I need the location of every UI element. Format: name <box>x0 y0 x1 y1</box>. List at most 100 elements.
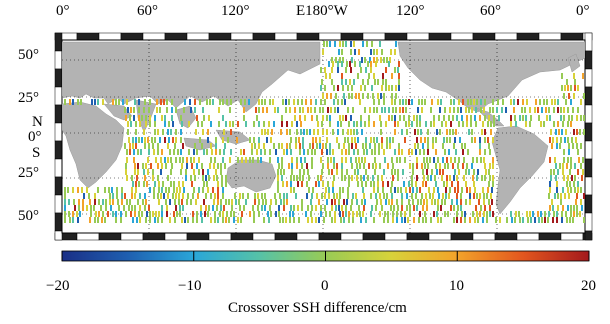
crossover-point <box>254 143 256 149</box>
crossover-point <box>543 121 545 127</box>
crossover-point <box>546 99 548 105</box>
crossover-point <box>321 149 323 155</box>
crossover-point <box>154 181 156 187</box>
crossover-point <box>385 79 387 85</box>
crossover-point <box>143 107 145 113</box>
crossover-point <box>451 199 453 205</box>
crossover-point <box>392 211 394 217</box>
crossover-point <box>329 143 331 149</box>
crossover-point <box>422 143 424 149</box>
crossover-point <box>222 157 224 163</box>
crossover-point <box>554 157 556 163</box>
crossover-point <box>436 129 438 135</box>
crossover-point <box>164 115 166 121</box>
crossover-point <box>97 99 99 105</box>
crossover-point <box>311 115 313 121</box>
crossover-point <box>517 99 519 105</box>
crossover-point <box>556 187 558 193</box>
crossover-point <box>238 199 240 205</box>
crossover-point <box>148 107 150 113</box>
crossover-point <box>408 121 410 127</box>
crossover-point <box>384 157 386 163</box>
crossover-point <box>558 129 560 135</box>
crossover-point <box>389 143 391 149</box>
crossover-point <box>166 107 168 113</box>
crossover-point <box>311 205 313 211</box>
crossover-point <box>356 121 358 127</box>
crossover-point <box>405 99 407 105</box>
crossover-point <box>229 157 231 163</box>
crossover-point <box>480 99 482 105</box>
crossover-point <box>359 61 361 67</box>
crossover-point <box>426 169 428 175</box>
crossover-point <box>112 199 114 205</box>
crossover-point <box>134 169 136 175</box>
crossover-point <box>349 61 351 67</box>
crossover-point <box>135 121 137 127</box>
crossover-point <box>144 143 146 149</box>
crossover-point <box>386 137 388 143</box>
crossover-point <box>521 107 523 113</box>
crossover-point <box>382 181 384 187</box>
crossover-point <box>183 107 185 113</box>
crossover-point <box>577 187 579 193</box>
crossover-point <box>159 137 161 143</box>
crossover-point <box>153 187 155 193</box>
crossover-point <box>548 211 550 217</box>
crossover-point <box>162 129 164 135</box>
crossover-point <box>175 107 177 113</box>
crossover-point <box>394 169 396 175</box>
crossover-point <box>568 93 570 99</box>
crossover-point <box>169 199 171 205</box>
crossover-point <box>264 99 266 105</box>
crossover-point <box>339 193 341 199</box>
crossover-point <box>473 99 475 105</box>
crossover-point <box>179 205 181 211</box>
crossover-point <box>207 211 209 217</box>
crossover-point <box>381 143 383 149</box>
crossover-point <box>320 99 322 105</box>
crossover-point <box>353 149 355 155</box>
crossover-point <box>379 41 381 47</box>
crossover-point <box>299 143 301 149</box>
crossover-point <box>375 193 377 199</box>
crossover-point <box>568 143 570 149</box>
crossover-point <box>506 217 508 223</box>
crossover-point <box>82 205 84 211</box>
crossover-point <box>290 149 292 155</box>
crossover-point <box>423 199 425 205</box>
crossover-point <box>337 67 339 73</box>
crossover-point <box>380 199 382 205</box>
crossover-point <box>289 217 291 223</box>
crossover-point <box>299 175 301 181</box>
crossover-point <box>364 157 366 163</box>
crossover-point <box>133 157 135 163</box>
crossover-point <box>457 181 459 187</box>
crossover-point <box>388 85 390 91</box>
crossover-points <box>64 41 585 223</box>
crossover-point <box>327 163 329 169</box>
crossover-point <box>291 169 293 175</box>
crossover-point <box>74 205 76 211</box>
crossover-point <box>167 129 169 135</box>
crossover-point <box>213 199 215 205</box>
crossover-point <box>222 187 224 193</box>
crossover-point <box>392 175 394 181</box>
crossover-point <box>157 129 159 135</box>
crossover-point <box>326 129 328 135</box>
crossover-point <box>379 163 381 169</box>
crossover-point <box>435 149 437 155</box>
crossover-point <box>81 187 83 193</box>
crossover-point <box>310 211 312 217</box>
crossover-point <box>418 217 420 223</box>
crossover-point <box>530 217 532 223</box>
crossover-point <box>218 121 220 127</box>
crossover-point <box>164 137 166 143</box>
crossover-point <box>138 107 140 113</box>
crossover-point <box>205 193 207 199</box>
crossover-point <box>404 217 406 223</box>
crossover-point <box>116 187 118 193</box>
crossover-point <box>554 193 556 199</box>
crossover-point <box>372 93 374 99</box>
crossover-point <box>480 157 482 163</box>
